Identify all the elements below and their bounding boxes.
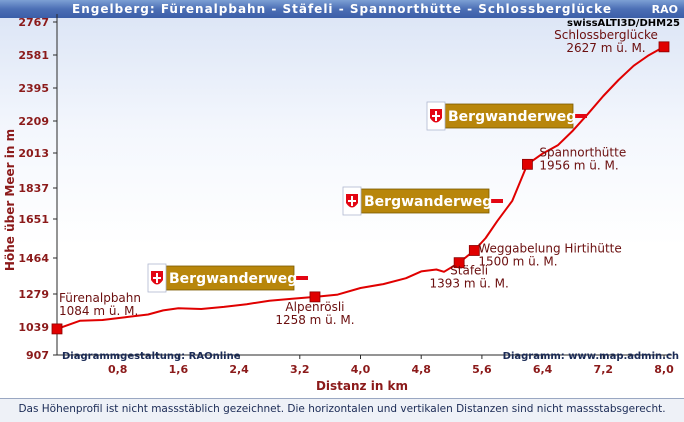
y-tick-label: 1039 — [18, 321, 49, 334]
x-tick-label: 1,6 — [169, 363, 189, 376]
waypoint-elevation: 1500 m ü. M. — [478, 254, 557, 268]
source-label: swissALTI3D/DHM25 — [567, 18, 680, 29]
waypoint-marker — [51, 323, 63, 335]
sign-plate — [444, 103, 574, 129]
footer-caption: Das Höhenprofil ist nicht massstäblich g… — [0, 398, 684, 422]
y-tick-label: 1837 — [18, 182, 49, 195]
chart-title: Engelberg: Fürenalpbahn - Stäfeli - Span… — [72, 2, 612, 16]
bergwanderweg-sign: Bergwanderweg — [147, 263, 308, 293]
sign-plate — [165, 265, 295, 291]
x-tick-label: 6,4 — [533, 363, 553, 376]
chart-background — [0, 18, 684, 398]
waypoint-marker — [309, 291, 321, 303]
sign-label: Bergwanderweg — [169, 271, 297, 287]
swiss-cross-horizontal — [348, 200, 356, 202]
y-tick-label: 2581 — [18, 49, 49, 62]
bergwanderweg-sign: Bergwanderweg — [342, 186, 503, 216]
diagram-credit: Diagramm: www.map.admin.ch — [503, 351, 679, 362]
swiss-cross-horizontal — [153, 277, 161, 279]
x-tick-label: 2,4 — [229, 363, 249, 376]
waypoint-elevation: 1393 m ü. M. — [430, 277, 509, 291]
x-tick-label: 4,0 — [351, 363, 371, 376]
sign-arrow — [489, 199, 503, 203]
x-tick-label: 3,2 — [290, 363, 310, 376]
y-tick-label: 1279 — [18, 288, 49, 301]
waypoint-name: Stäfeli — [450, 264, 488, 278]
x-tick-label: 4,8 — [411, 363, 431, 376]
y-axis-label: Höhe über Meer in m — [3, 129, 17, 271]
waypoint-marker — [522, 158, 533, 170]
waypoint-elevation: 1956 m ü. M. — [539, 158, 618, 172]
x-tick-label: 8,0 — [654, 363, 674, 376]
y-tick-label: 907 — [26, 349, 49, 362]
footer-note: Das Höhenprofil ist nicht massstäblich g… — [18, 403, 666, 415]
elevation-profile-chart: 907 1039 1279 1464 1651 1837 2013 2209 2395 2581 2… — [3, 14, 680, 393]
waypoint-name: Spannorthütte — [539, 145, 626, 159]
bergwanderweg-sign: Bergwanderweg — [426, 101, 587, 131]
waypoint-elevation: 1084 m ü. M. — [59, 304, 138, 318]
sign-arrow — [294, 276, 308, 280]
design-credit: Diagrammgestaltung: RAOnline — [62, 351, 241, 362]
waypoint-elevation: 1258 m ü. M. — [275, 313, 354, 327]
x-tick-label: 0,8 — [108, 363, 128, 376]
waypoint-marker — [468, 245, 480, 256]
sign-label: Bergwanderweg — [364, 194, 492, 210]
y-tick-label: 2395 — [18, 82, 49, 95]
elevation-profile-line — [56, 45, 665, 330]
x-axis-label: Distanz in km — [316, 379, 408, 393]
waypoint-name: Schlossberglücke — [554, 28, 658, 42]
rao-logo-text: RAO — [651, 3, 678, 16]
y-tick-label: 2209 — [18, 115, 49, 128]
waypoint-name: Fürenalpbahn — [59, 291, 141, 305]
y-tick-label: 1464 — [18, 252, 49, 265]
swiss-cross-horizontal — [432, 115, 440, 117]
y-tick-label: 2013 — [18, 147, 49, 160]
waypoint-marker — [453, 257, 465, 269]
waypoint-marker — [658, 41, 670, 53]
waypoint-name: Alpenrösli — [285, 300, 344, 314]
waypoint-elevation: 2627 m ü. M. — [566, 41, 645, 55]
y-tick-label: 1651 — [18, 213, 49, 226]
title-bar: Engelberg: Fürenalpbahn - Stäfeli - Span… — [0, 0, 684, 18]
x-tick-label: 5,6 — [472, 363, 492, 376]
x-tick-label: 7,2 — [594, 363, 614, 376]
y-tick-label: 2767 — [18, 16, 49, 29]
sign-arrow — [573, 114, 587, 118]
waypoint-name: Weggabelung Hirtihütte — [478, 241, 621, 255]
sign-label: Bergwanderweg — [448, 109, 576, 125]
